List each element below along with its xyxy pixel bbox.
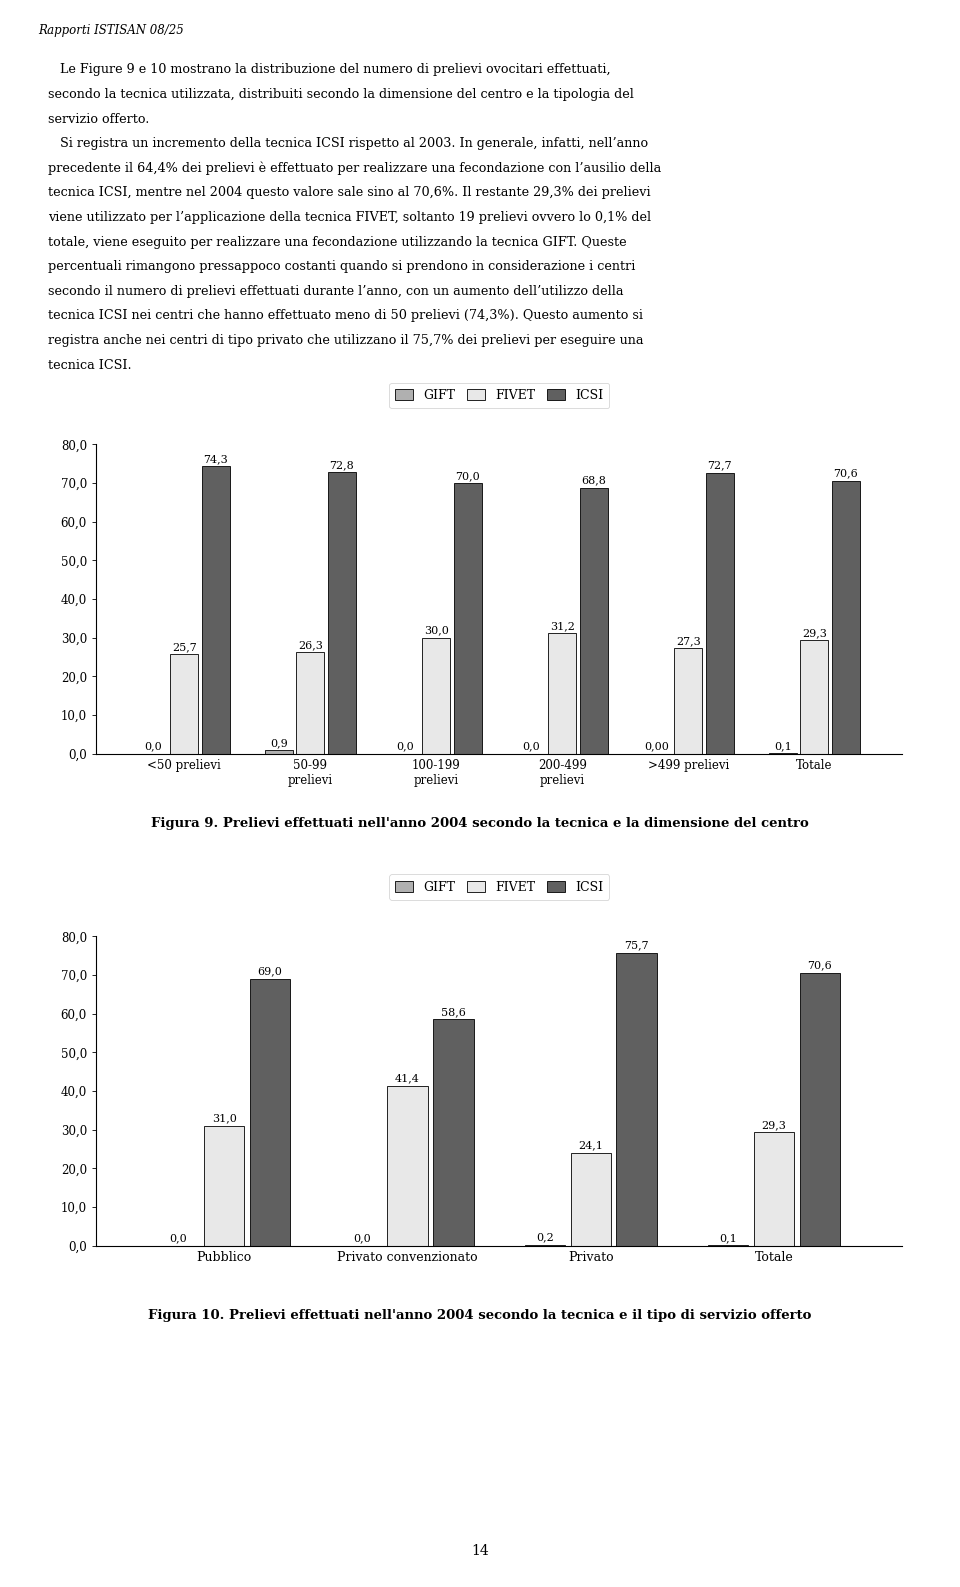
Bar [800, 973, 840, 1246]
Text: tecnica ICSI nei centri che hanno effettuato meno di 50 prelievi (74,3%). Questo: tecnica ICSI nei centri che hanno effett… [48, 309, 643, 322]
Bar [831, 481, 859, 754]
Text: 25,7: 25,7 [172, 643, 197, 652]
Text: tecnica ICSI.: tecnica ICSI. [48, 359, 132, 371]
Bar [548, 633, 576, 754]
Bar [706, 473, 733, 754]
Text: 0,1: 0,1 [774, 741, 792, 751]
Bar [170, 654, 198, 754]
Text: servizio offerto.: servizio offerto. [48, 113, 150, 125]
Bar [580, 487, 608, 754]
Text: 0,0: 0,0 [522, 741, 540, 752]
Text: 0,0: 0,0 [396, 741, 414, 752]
Legend: GIFT, FIVET, ICSI: GIFT, FIVET, ICSI [389, 874, 610, 900]
Bar [297, 652, 324, 754]
Bar [433, 1019, 473, 1246]
Text: 70,6: 70,6 [833, 468, 858, 478]
Text: 72,7: 72,7 [708, 460, 732, 470]
Text: percentuali rimangono pressappoco costanti quando si prendono in considerazione : percentuali rimangono pressappoco costan… [48, 260, 636, 273]
Text: 0,0: 0,0 [170, 1233, 187, 1244]
Text: 68,8: 68,8 [581, 476, 606, 486]
Text: 24,1: 24,1 [578, 1139, 603, 1151]
Text: 27,3: 27,3 [676, 636, 701, 646]
Bar [674, 647, 702, 754]
Bar [422, 638, 450, 754]
Text: 58,6: 58,6 [441, 1006, 466, 1017]
Text: 0,1: 0,1 [719, 1233, 737, 1243]
Bar [616, 952, 657, 1246]
Text: 69,0: 69,0 [257, 966, 282, 976]
Bar [204, 1125, 245, 1246]
Text: 29,3: 29,3 [761, 1120, 786, 1130]
Text: 26,3: 26,3 [298, 640, 323, 649]
Text: 0,0: 0,0 [144, 741, 161, 752]
Text: 0,0: 0,0 [353, 1233, 371, 1244]
Text: secondo il numero di prelievi effettuati durante l’anno, con un aumento dell’uti: secondo il numero di prelievi effettuati… [48, 286, 623, 298]
Text: 70,0: 70,0 [455, 471, 480, 481]
Legend: GIFT, FIVET, ICSI: GIFT, FIVET, ICSI [389, 382, 610, 408]
Text: Si registra un incremento della tecnica ICSI rispetto al 2003. In generale, infa: Si registra un incremento della tecnica … [48, 136, 648, 151]
Bar [388, 1086, 428, 1246]
Text: tecnica ICSI, mentre nel 2004 questo valore sale sino al 70,6%. Il restante 29,3: tecnica ICSI, mentre nel 2004 questo val… [48, 187, 651, 200]
Text: Le Figure 9 e 10 mostrano la distribuzione del numero di prelievi ovocitari effe: Le Figure 9 e 10 mostrano la distribuzio… [48, 63, 611, 76]
Text: Figura 9. Prelievi effettuati nell'anno 2004 secondo la tecnica e la dimensione : Figura 9. Prelievi effettuati nell'anno … [151, 817, 809, 830]
Bar [570, 1152, 611, 1246]
Text: 75,7: 75,7 [624, 941, 649, 951]
Text: 70,6: 70,6 [807, 960, 832, 970]
Text: Figura 10. Prelievi effettuati nell'anno 2004 secondo la tecnica e il tipo di se: Figura 10. Prelievi effettuati nell'anno… [148, 1309, 812, 1322]
Bar [328, 473, 355, 754]
Text: 41,4: 41,4 [396, 1073, 420, 1084]
Bar [801, 641, 828, 754]
Text: 31,2: 31,2 [550, 621, 575, 630]
Text: 0,00: 0,00 [644, 741, 669, 752]
Text: 30,0: 30,0 [423, 625, 448, 635]
Text: secondo la tecnica utilizzata, distribuiti secondo la dimensione del centro e la: secondo la tecnica utilizzata, distribui… [48, 87, 634, 102]
Bar [754, 1133, 794, 1246]
Text: registra anche nei centri di tipo privato che utilizzano il 75,7% dei prelievi p: registra anche nei centri di tipo privat… [48, 333, 643, 348]
Bar [265, 751, 293, 754]
Text: viene utilizzato per l’applicazione della tecnica FIVET, soltanto 19 prelievi ov: viene utilizzato per l’applicazione dell… [48, 211, 651, 224]
Bar [454, 482, 482, 754]
Text: totale, viene eseguito per realizzare una fecondazione utilizzando la tecnica GI: totale, viene eseguito per realizzare un… [48, 236, 627, 249]
Text: 0,2: 0,2 [536, 1233, 554, 1243]
Bar [250, 979, 290, 1246]
Bar [202, 467, 229, 754]
Text: 14: 14 [471, 1544, 489, 1558]
Text: Rapporti ISTISAN 08/25: Rapporti ISTISAN 08/25 [38, 24, 184, 37]
Text: 0,9: 0,9 [270, 738, 288, 747]
Text: 74,3: 74,3 [204, 454, 228, 463]
Text: 29,3: 29,3 [802, 628, 827, 638]
Text: precedente il 64,4% dei prelievi è effettuato per realizzare una fecondazione co: precedente il 64,4% dei prelievi è effet… [48, 162, 661, 176]
Text: 72,8: 72,8 [329, 460, 354, 470]
Text: 31,0: 31,0 [212, 1114, 237, 1124]
